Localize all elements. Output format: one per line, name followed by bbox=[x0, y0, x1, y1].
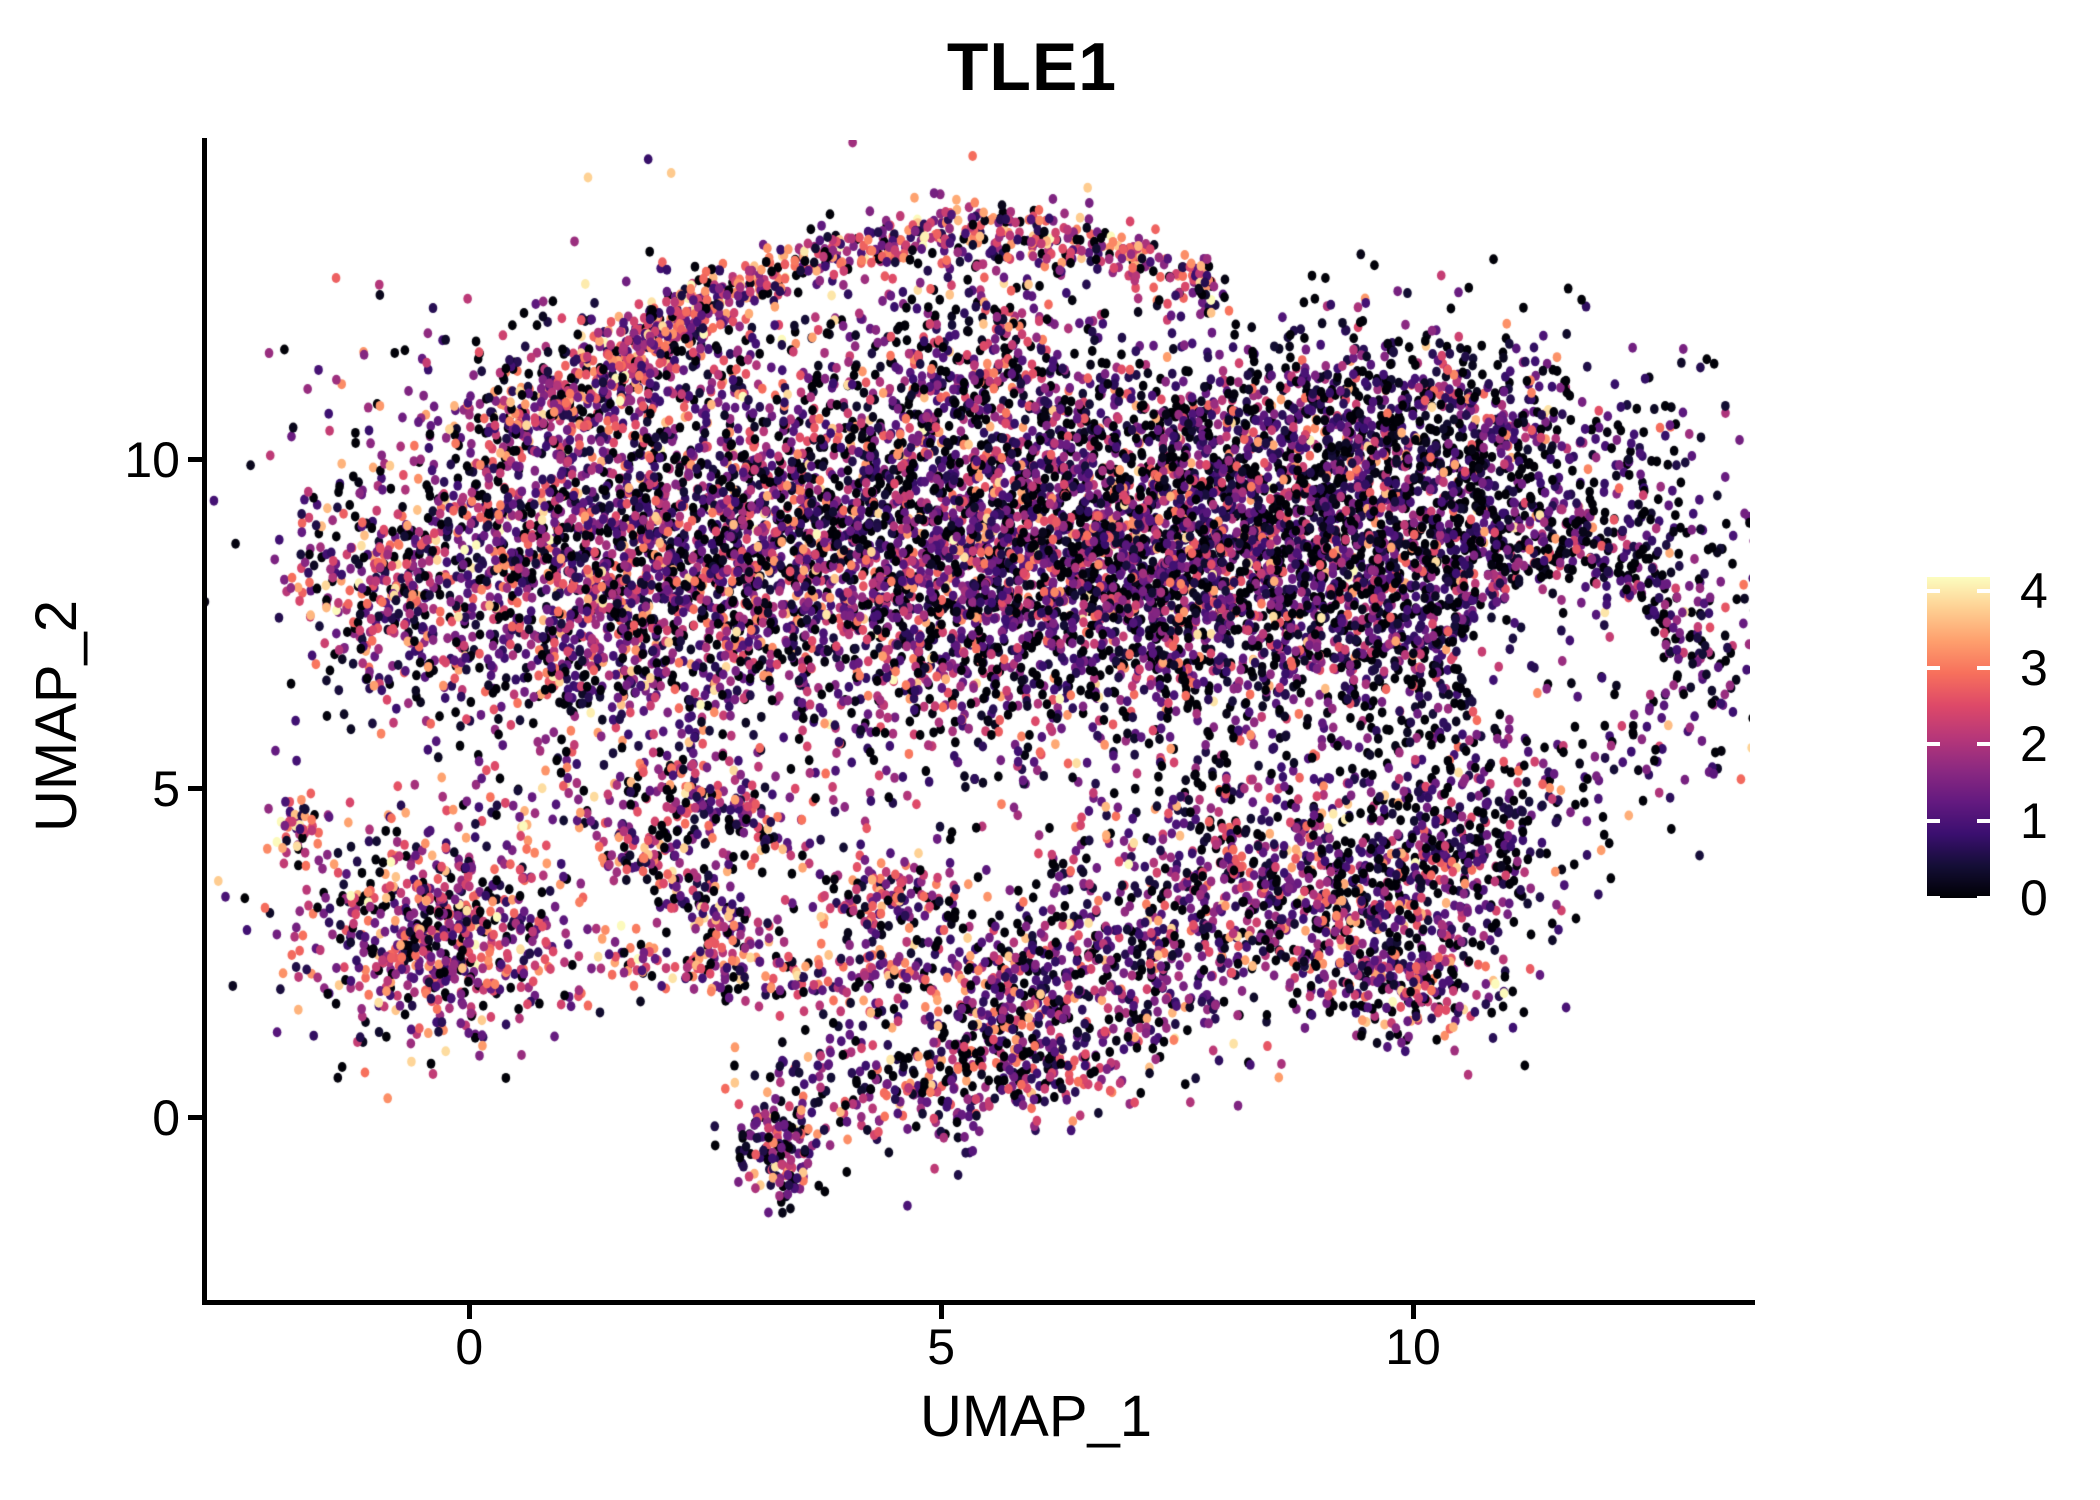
colorbar-tick-mark bbox=[1977, 896, 1990, 898]
colorbar-tick-mark bbox=[1927, 742, 1940, 747]
colorbar-tick-mark bbox=[1977, 588, 1990, 593]
y-tick-mark bbox=[188, 786, 202, 792]
colorbar-tick-mark bbox=[1927, 665, 1940, 670]
colorbar-tick-mark bbox=[1927, 588, 1940, 593]
x-tick-mark bbox=[938, 1305, 944, 1319]
colorbar-tick-mark bbox=[1977, 665, 1990, 670]
x-tick-mark bbox=[466, 1305, 472, 1319]
colorbar-tick-label: 3 bbox=[2020, 639, 2048, 696]
expression-colorbar bbox=[1927, 577, 1990, 898]
y-tick-mark bbox=[188, 457, 202, 463]
x-tick-label: 5 bbox=[927, 1319, 956, 1375]
x-axis-title: UMAP_1 bbox=[919, 1384, 1153, 1449]
plot-title: TLE1 bbox=[946, 29, 1118, 105]
x-tick-mark bbox=[1410, 1305, 1416, 1319]
colorbar-tick-label: 4 bbox=[2020, 562, 2048, 619]
y-tick-mark bbox=[188, 1115, 202, 1121]
colorbar-tick-mark bbox=[1927, 896, 1940, 898]
scatter-points-canvas bbox=[205, 140, 1750, 1302]
y-axis-title: UMAP_2 bbox=[24, 599, 89, 833]
colorbar-tick-label: 0 bbox=[2020, 870, 2048, 926]
colorbar-tick-mark bbox=[1977, 742, 1990, 747]
y-tick-label: 10 bbox=[124, 431, 180, 488]
x-axis-line bbox=[202, 1300, 1755, 1305]
colorbar-tick-label: 2 bbox=[2020, 716, 2048, 773]
x-tick-label: 10 bbox=[1385, 1319, 1441, 1375]
colorbar-tick-mark bbox=[1977, 819, 1990, 824]
colorbar-tick-label: 1 bbox=[2020, 793, 2048, 850]
x-tick-label: 0 bbox=[455, 1319, 484, 1375]
y-tick-label: 5 bbox=[152, 760, 180, 817]
colorbar-tick-mark bbox=[1927, 819, 1940, 824]
y-tick-label: 0 bbox=[152, 1089, 180, 1146]
y-axis-line bbox=[202, 138, 207, 1305]
